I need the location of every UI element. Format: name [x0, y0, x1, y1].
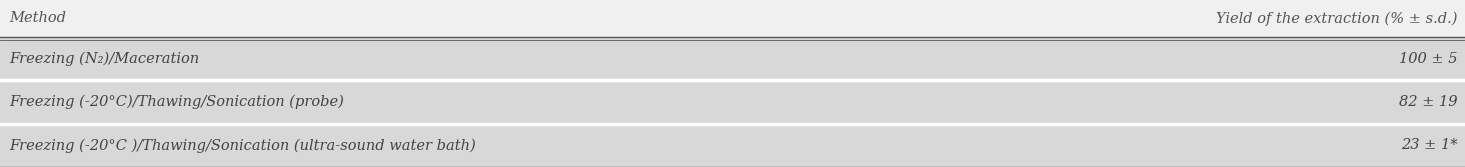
- Text: 100 ± 5: 100 ± 5: [1399, 52, 1458, 66]
- Bar: [0, 80, 1465, 124]
- Bar: [0, 37, 1465, 80]
- Text: Yield of the extraction (% ± s.d.): Yield of the extraction (% ± s.d.): [1216, 11, 1458, 26]
- Text: Freezing (-20°C )/Thawing/Sonication (ultra-sound water bath): Freezing (-20°C )/Thawing/Sonication (ul…: [9, 138, 476, 152]
- Text: Freezing (N₂)/Maceration: Freezing (N₂)/Maceration: [9, 51, 199, 66]
- Text: 23 ± 1*: 23 ± 1*: [1401, 138, 1458, 152]
- Text: Freezing (-20°C)/Thawing/Sonication (probe): Freezing (-20°C)/Thawing/Sonication (pro…: [9, 95, 344, 109]
- Text: 82 ± 19: 82 ± 19: [1399, 95, 1458, 109]
- Bar: [0, 124, 1465, 167]
- Text: Method: Method: [9, 12, 66, 26]
- Bar: [0, 0, 1465, 37]
